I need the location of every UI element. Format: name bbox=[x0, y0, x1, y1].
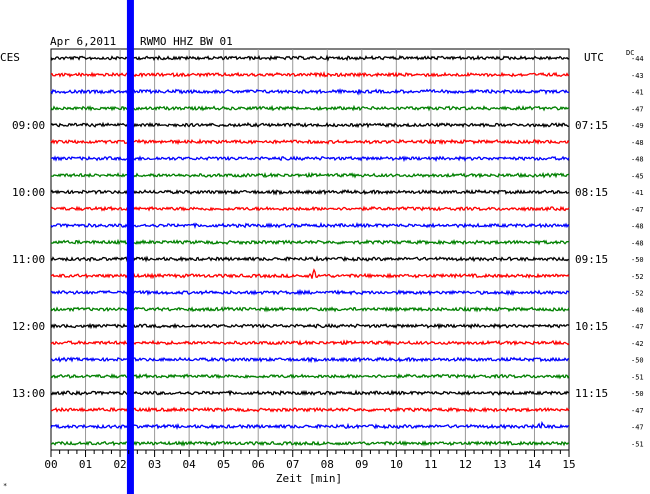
dc-value: -47 bbox=[631, 424, 644, 432]
x-axis: 00 01 02 03 04 05 06 07 08 09 10 11 12 13 14 15 bbox=[44, 450, 576, 471]
dc-label: DC bbox=[626, 49, 634, 57]
right-time-label: 11:15 bbox=[575, 387, 608, 400]
x-tick-label: 06 bbox=[252, 458, 265, 471]
corner-mark: * bbox=[3, 482, 7, 490]
dc-value: -51 bbox=[631, 373, 644, 381]
right-zone-label: UTC bbox=[584, 51, 604, 64]
x-tick-label: 00 bbox=[44, 458, 57, 471]
dc-value: -50 bbox=[631, 256, 644, 264]
dc-value: -43 bbox=[631, 72, 644, 80]
trace-line bbox=[50, 138, 570, 146]
dc-value: -47 bbox=[631, 323, 644, 331]
left-time-label: 11:00 bbox=[12, 253, 45, 266]
x-tick-label: 08 bbox=[321, 458, 334, 471]
dc-value: -48 bbox=[631, 156, 644, 164]
trace-line bbox=[50, 322, 570, 330]
chart-date: Apr 6,2011 bbox=[50, 35, 116, 48]
trace-line bbox=[50, 221, 570, 230]
seismic-traces bbox=[50, 54, 570, 447]
trace-line bbox=[50, 54, 570, 62]
dc-value: -44 bbox=[631, 55, 644, 63]
dc-value: -50 bbox=[631, 390, 644, 398]
trace-line bbox=[50, 205, 570, 212]
dc-value: -47 bbox=[631, 407, 644, 415]
x-tick-label: 14 bbox=[528, 458, 542, 471]
x-tick-label: 04 bbox=[183, 458, 197, 471]
x-tick-label: 07 bbox=[286, 458, 299, 471]
dc-value: -52 bbox=[631, 273, 644, 281]
trace-line bbox=[50, 104, 570, 112]
x-tick-label: 02 bbox=[113, 458, 126, 471]
right-time-label: 08:15 bbox=[575, 186, 608, 199]
grid-lines bbox=[50, 48, 570, 451]
trace-line bbox=[50, 405, 570, 413]
dc-value: -49 bbox=[631, 122, 644, 130]
trace-line bbox=[50, 305, 570, 313]
left-time-labels: 09:00 10:00 11:00 12:00 13:00 bbox=[12, 119, 45, 400]
dc-value: -52 bbox=[631, 290, 644, 298]
trace-line bbox=[50, 339, 570, 347]
x-tick-label: 10 bbox=[390, 458, 403, 471]
trace-line bbox=[50, 238, 570, 246]
trace-line bbox=[50, 255, 570, 263]
x-tick-label: 15 bbox=[562, 458, 575, 471]
dc-value: -45 bbox=[631, 172, 644, 180]
right-time-labels: 07:15 08:15 09:15 10:15 11:15 bbox=[575, 119, 608, 400]
dc-value: -50 bbox=[631, 357, 644, 365]
dc-value: -48 bbox=[631, 239, 644, 247]
chart-station: RWMO HHZ BW 01 bbox=[140, 35, 233, 48]
trace-line bbox=[50, 121, 570, 129]
x-tick-label: 03 bbox=[148, 458, 161, 471]
dc-value: -47 bbox=[631, 206, 644, 214]
trace-line bbox=[50, 155, 570, 163]
trace-line bbox=[50, 171, 570, 179]
right-time-label: 10:15 bbox=[575, 320, 608, 333]
x-tick-label: 11 bbox=[424, 458, 437, 471]
left-time-label: 13:00 bbox=[12, 387, 45, 400]
trace-line bbox=[50, 88, 570, 96]
left-zone-label: CES bbox=[0, 51, 20, 64]
left-time-label: 10:00 bbox=[12, 186, 45, 199]
left-time-label: 09:00 bbox=[12, 119, 45, 132]
right-time-label: 09:15 bbox=[575, 253, 608, 266]
dc-values: -44 -43 -41 -47 -49 -48 -48 -45 -41 -47 -48 -48 -50 -… bbox=[631, 55, 644, 448]
left-time-label: 12:00 bbox=[12, 320, 45, 333]
dc-value: -48 bbox=[631, 139, 644, 147]
marker-band bbox=[126, 0, 134, 494]
trace-line bbox=[50, 420, 570, 431]
trace-line bbox=[50, 288, 570, 296]
x-tick-label: 12 bbox=[459, 458, 472, 471]
dc-value: -42 bbox=[631, 340, 644, 348]
dc-value: -41 bbox=[631, 189, 644, 197]
trace-line bbox=[50, 71, 570, 78]
dc-value: -41 bbox=[631, 89, 644, 97]
trace-line bbox=[50, 356, 570, 364]
trace-line bbox=[50, 268, 570, 280]
dc-value: -48 bbox=[631, 306, 644, 314]
right-time-label: 07:15 bbox=[575, 119, 608, 132]
dc-value: -47 bbox=[631, 105, 644, 113]
x-tick-label: 09 bbox=[355, 458, 368, 471]
x-tick-label: 13 bbox=[493, 458, 506, 471]
x-axis-label: Zeit [min] bbox=[276, 472, 342, 485]
dc-value: -48 bbox=[631, 223, 644, 231]
trace-line bbox=[50, 372, 570, 380]
x-tick-label: 01 bbox=[79, 458, 92, 471]
dc-value: -51 bbox=[631, 440, 644, 448]
x-tick-label: 05 bbox=[217, 458, 230, 471]
marker-bar bbox=[126, 0, 134, 494]
trace-line bbox=[50, 189, 570, 196]
trace-line bbox=[50, 439, 570, 447]
trace-line bbox=[50, 389, 570, 397]
